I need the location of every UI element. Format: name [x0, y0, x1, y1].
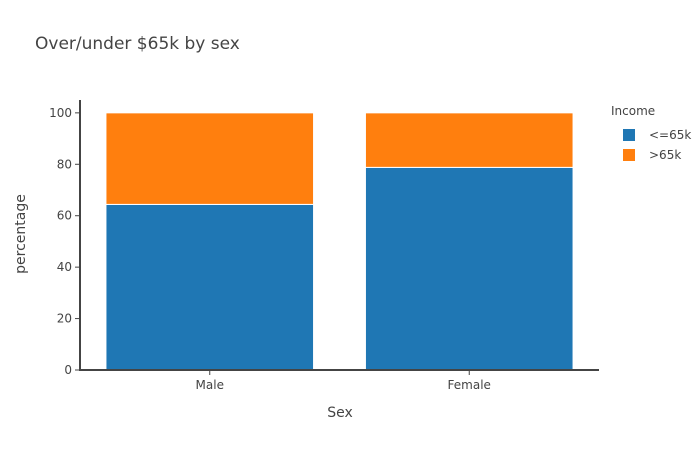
legend-item-gt65k[interactable]: >65k — [611, 145, 691, 165]
y-tick-label-20: 20 — [57, 312, 72, 326]
y-tick-label-100: 100 — [49, 106, 72, 120]
y-tick-label-60: 60 — [57, 209, 72, 223]
legend-swatch-gt65k — [623, 149, 635, 161]
x-tick-label-male: Male — [196, 378, 224, 392]
y-axis-title: percentage — [13, 194, 29, 274]
y-tick-label-40: 40 — [57, 260, 72, 274]
legend-item-le65k[interactable]: <=65k — [611, 125, 691, 145]
bar-male-series-0[interactable] — [105, 203, 315, 371]
bar-female-series-0[interactable] — [364, 166, 574, 371]
bar-male-series-1[interactable] — [105, 112, 315, 205]
y-tick-label-0: 0 — [64, 363, 72, 377]
legend-title: Income — [611, 104, 656, 118]
bar-female-series-1[interactable] — [364, 112, 574, 168]
y-tick-label-80: 80 — [57, 157, 72, 171]
x-tick-label-female: Female — [448, 378, 491, 392]
legend-label-gt65k: >65k — [649, 148, 682, 162]
legend-label-le65k: <=65k — [649, 128, 692, 142]
legend: Income <=65k >65k — [611, 104, 691, 165]
legend-swatch-le65k — [623, 129, 635, 141]
x-axis-title: Sex — [327, 405, 353, 421]
chart-title: Over/under $65k by sex — [35, 34, 240, 54]
